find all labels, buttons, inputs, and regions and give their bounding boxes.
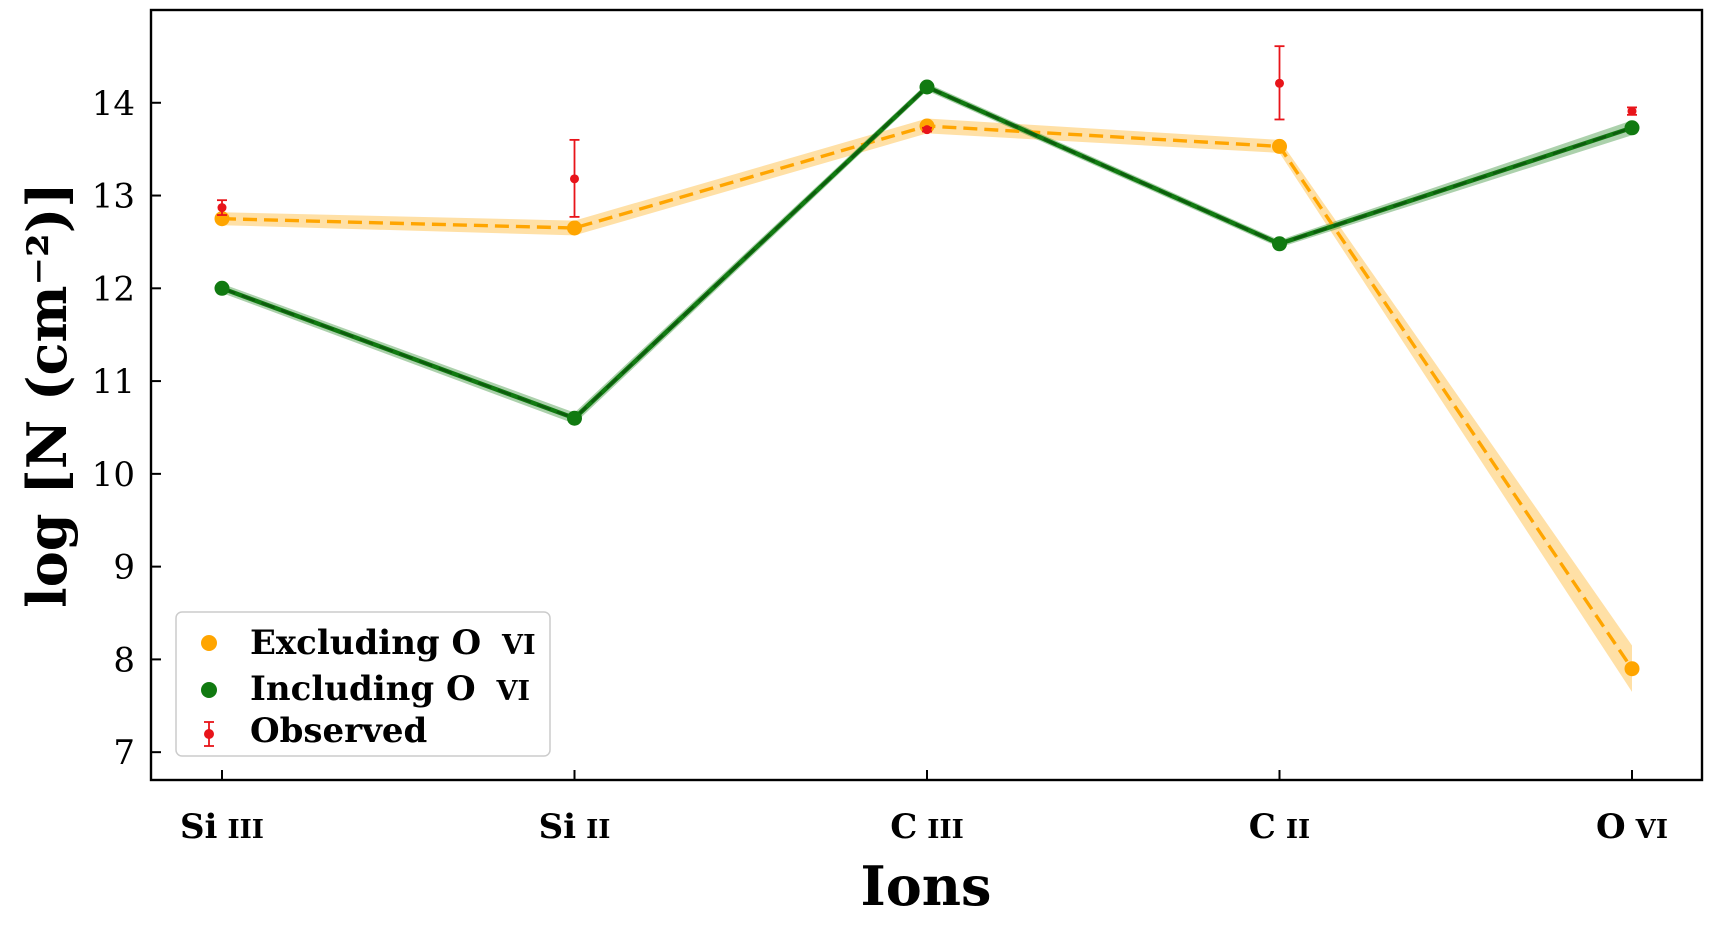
line-including: [221, 84, 1633, 421]
observed-points: [217, 45, 1637, 218]
legend-item-observed: Observed: [204, 711, 427, 751]
band-including: [222, 83, 1632, 424]
y-tick-label-12: 12: [92, 269, 135, 309]
point-including-3: [1272, 236, 1287, 252]
legend-item-excluding: Excluding O VI: [201, 623, 536, 663]
line-excluding: [221, 124, 1634, 670]
observed-point-1: [569, 138, 580, 218]
observed-point-2: [922, 125, 932, 135]
y-tick-label-9: 9: [113, 548, 135, 588]
observed-marker-3: [1275, 78, 1284, 88]
y-tick-label-8: 8: [113, 640, 135, 680]
legend-label-including: Including O VI: [250, 669, 530, 709]
legend-item-including: Including O VI: [201, 669, 530, 709]
series-lines: [214, 79, 1640, 677]
legend: Excluding O VI Including O VI Observed: [175, 611, 551, 757]
band-excluding: [222, 118, 1632, 692]
x-tick-label-1: Si II: [539, 807, 611, 847]
point-including-2: [919, 79, 935, 95]
observed-marker-4: [1627, 106, 1637, 116]
legend-marker-excluding: [201, 635, 217, 651]
x-tick-label-0: Si III: [180, 807, 264, 847]
y-axis-title: log [N (cm⁻²)]: [15, 182, 79, 608]
observed-point-3: [1274, 45, 1285, 121]
observed-point-4: [1627, 106, 1637, 116]
legend-label-observed: Observed: [250, 711, 427, 751]
point-including-1: [567, 410, 582, 426]
x-tick-label-4: O VI: [1596, 807, 1668, 847]
x-tick-label-3: C II: [1249, 807, 1310, 847]
observed-marker-2: [922, 125, 932, 135]
observed-marker-0: [217, 203, 227, 213]
y-axis-ticks: 7 8 9 10 11 12 13 14: [92, 84, 161, 773]
y-tick-label-14: 14: [92, 84, 135, 124]
x-tick-label-2: C III: [890, 807, 964, 847]
point-excluding-3: [1272, 138, 1287, 154]
point-excluding-4: [1624, 661, 1640, 677]
legend-frame: [175, 611, 551, 757]
point-excluding-1: [567, 220, 582, 236]
observed-marker-1: [570, 174, 579, 184]
legend-label-excluding: Excluding O VI: [250, 623, 536, 663]
legend-marker-observed: [204, 729, 214, 739]
x-axis-title: Ions: [861, 854, 992, 918]
observed-point-0: [217, 199, 227, 216]
line-including-median: [221, 85, 1633, 420]
legend-marker-including: [201, 682, 217, 698]
x-axis-ticks: Si III Si II C III C II O VI: [180, 770, 1668, 847]
y-tick-label-7: 7: [113, 733, 135, 773]
y-tick-label-11: 11: [92, 362, 135, 402]
point-including-4: [1624, 120, 1640, 136]
point-including-0: [214, 280, 230, 296]
y-tick-label-10: 10: [92, 455, 135, 495]
y-tick-label-13: 13: [92, 177, 135, 217]
uncertainty-bands: [222, 83, 1632, 692]
